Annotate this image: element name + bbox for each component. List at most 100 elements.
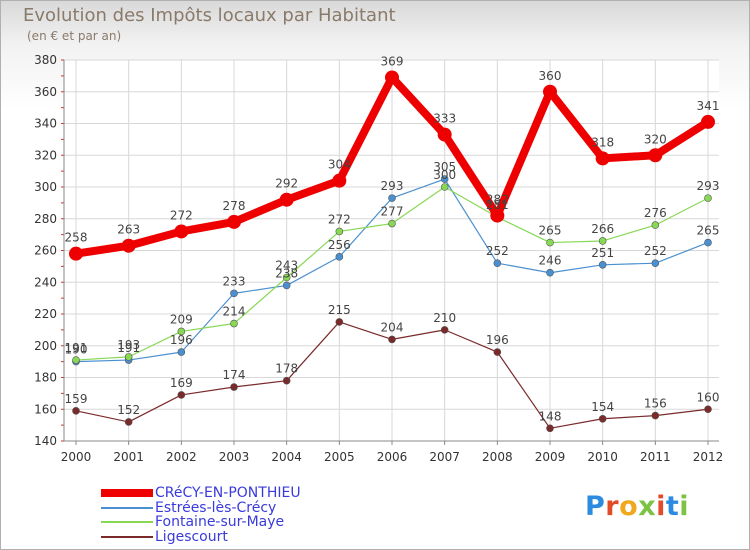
data-label: 263 (117, 223, 140, 237)
data-point (230, 383, 238, 391)
data-label: 341 (697, 99, 720, 113)
logo-letter: t (665, 491, 680, 522)
data-point (648, 148, 663, 163)
data-label: 152 (117, 403, 140, 417)
data-point (595, 151, 610, 166)
data-label: 243 (275, 258, 298, 272)
data-label: 293 (697, 179, 720, 193)
x-tick-label: 2000 (61, 450, 92, 464)
data-point (704, 405, 712, 414)
data-point (227, 214, 241, 229)
data-point (440, 183, 449, 191)
logo-letter: o (619, 491, 639, 522)
data-label: 281 (486, 198, 509, 212)
data-point (282, 376, 291, 385)
data-point (701, 114, 715, 129)
data-point (493, 259, 502, 268)
data-point (332, 173, 347, 188)
x-tick-label: 2006 (377, 450, 408, 464)
data-point (598, 414, 607, 423)
data-label: 196 (486, 333, 509, 347)
data-point (177, 348, 186, 356)
data-label: 265 (697, 224, 720, 238)
y-tick-label: 160 (34, 402, 57, 416)
data-point (440, 326, 449, 334)
x-tick-label: 2011 (640, 450, 671, 464)
data-point (177, 327, 186, 336)
data-label: 252 (644, 244, 667, 258)
chart-subtitle: (en € et par an) (27, 29, 122, 43)
data-label: 209 (170, 312, 193, 326)
legend-label: Fontaine-sur-Maye (155, 514, 285, 530)
legend-label: Estrées-lès-Crécy (155, 499, 277, 516)
series-ligescourt (72, 318, 712, 433)
legend-swatch (101, 506, 153, 509)
x-tick-label: 2010 (587, 450, 618, 464)
data-point (72, 407, 80, 415)
data-label: 360 (539, 69, 562, 83)
data-label: 178 (275, 362, 298, 376)
legend-swatch (101, 521, 153, 524)
data-point (651, 411, 660, 420)
data-point (69, 246, 83, 261)
legend-swatch (101, 489, 153, 498)
legend-swatch (101, 535, 153, 538)
data-point (282, 281, 291, 290)
data-point (335, 253, 344, 261)
y-tick-label: 220 (34, 307, 57, 321)
data-label: 252 (486, 244, 509, 258)
logo-letter: r (605, 491, 620, 522)
data-label: 196 (170, 333, 193, 347)
y-tick-label: 300 (34, 180, 57, 194)
data-label: 215 (328, 303, 351, 317)
x-tick-label: 2002 (166, 450, 197, 464)
data-label: 305 (433, 160, 456, 174)
series-crecy-en-ponthieu (69, 70, 715, 261)
x-tick-label: 2003 (219, 450, 250, 464)
data-point (230, 319, 238, 328)
x-tick-label: 2004 (271, 450, 302, 464)
logo-letter: i (656, 491, 666, 522)
x-tick-label: 2001 (113, 450, 144, 464)
data-label: 159 (65, 392, 88, 406)
data-label: 160 (697, 390, 720, 404)
data-point (598, 237, 607, 245)
data-point (177, 391, 186, 399)
data-label: 293 (381, 179, 404, 193)
y-tick-label: 140 (34, 434, 57, 448)
data-label: 292 (275, 177, 298, 191)
data-point (598, 260, 607, 269)
data-point (385, 70, 399, 85)
data-point (72, 356, 80, 364)
y-tick-label: 240 (34, 275, 57, 289)
x-tick-label: 2008 (482, 450, 513, 464)
y-tick-label: 380 (34, 53, 57, 67)
data-label: 333 (433, 112, 456, 126)
y-tick-label: 320 (34, 148, 57, 162)
data-point (546, 268, 554, 277)
data-label: 174 (223, 368, 246, 382)
data-label: 304 (328, 158, 351, 172)
data-label: 191 (65, 341, 88, 355)
data-label: 318 (591, 135, 614, 149)
data-label: 156 (644, 397, 667, 411)
x-tick-label: 2012 (693, 450, 724, 464)
data-label: 154 (591, 400, 614, 414)
data-point (704, 238, 712, 247)
y-tick-label: 360 (34, 85, 57, 99)
data-point (437, 127, 452, 142)
data-point (490, 208, 505, 223)
data-label: 272 (328, 212, 351, 226)
data-label: 148 (539, 409, 562, 423)
data-point (388, 219, 396, 228)
data-label: 214 (223, 305, 246, 319)
data-point (651, 259, 660, 268)
data-label: 238 (275, 266, 298, 280)
data-label: 276 (644, 206, 667, 220)
data-point (124, 353, 133, 361)
data-label: 369 (381, 54, 404, 68)
data-label: 272 (170, 208, 193, 222)
y-tick-label: 280 (34, 212, 57, 226)
